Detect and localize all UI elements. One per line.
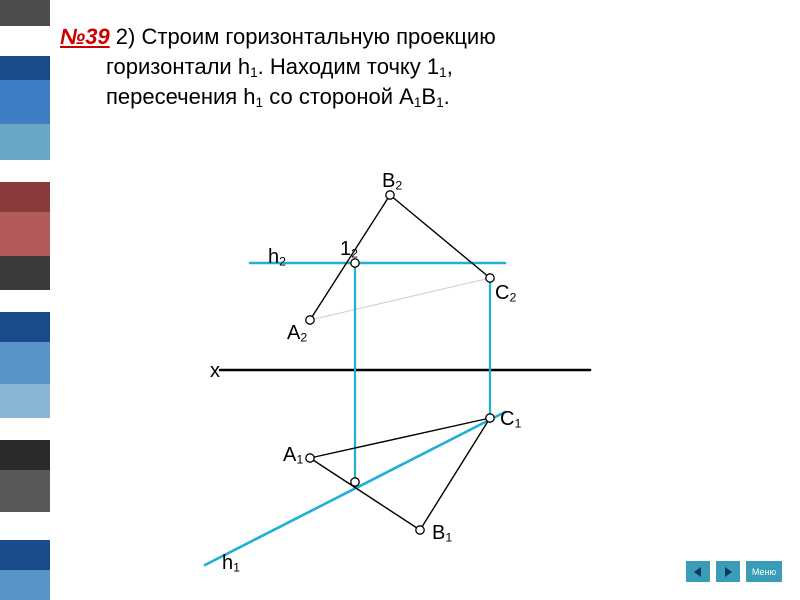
- nav-bar: Меню: [686, 561, 782, 582]
- label-B1: B1: [432, 522, 452, 545]
- task-number: №39: [60, 24, 110, 49]
- slide-text: №39 2) Строим горизонтальную проекцию го…: [60, 22, 760, 113]
- label-A1: A1: [283, 444, 303, 467]
- label-one2: 12: [340, 238, 358, 261]
- next-button[interactable]: [716, 561, 740, 582]
- label-h1: h1: [222, 552, 240, 575]
- decorative-sidebar: [0, 0, 50, 600]
- geometry-diagram: x B2 h2 12 C2 A2 C1 A1 B1 h1: [160, 160, 660, 590]
- label-C1: C1: [500, 408, 521, 431]
- label-x: x: [210, 360, 220, 383]
- label-B2: B2: [382, 170, 402, 193]
- label-C2: C2: [495, 282, 516, 305]
- prev-button[interactable]: [686, 561, 710, 582]
- menu-button[interactable]: Меню: [746, 561, 782, 582]
- label-A2: A2: [287, 322, 307, 345]
- label-h2: h2: [268, 246, 286, 269]
